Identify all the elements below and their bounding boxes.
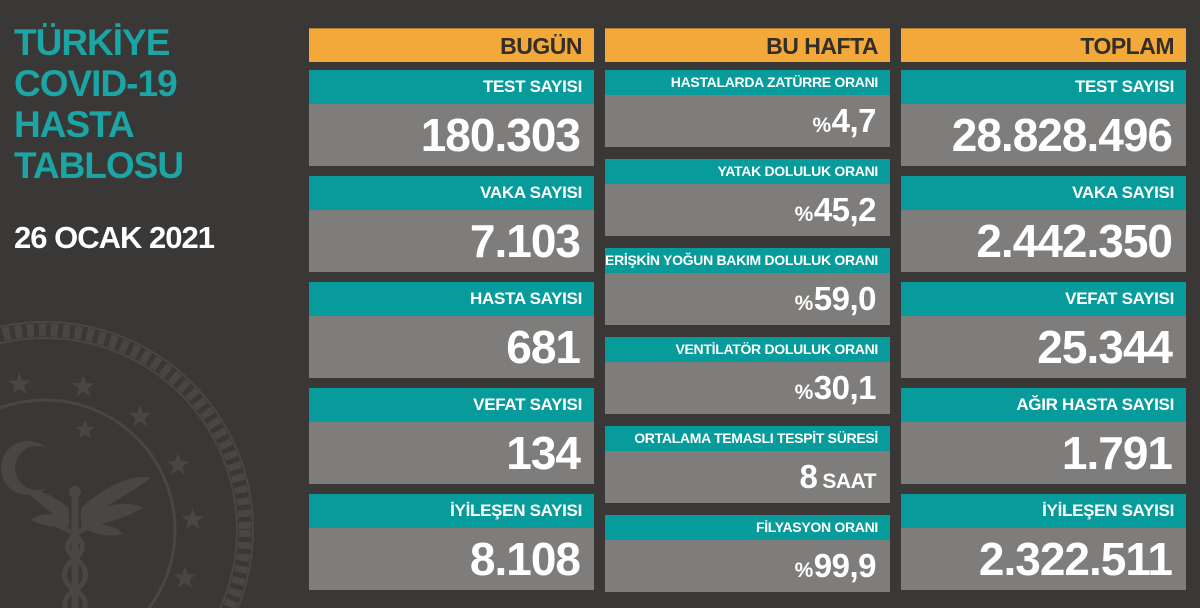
column-header: BUGÜN xyxy=(309,28,594,62)
stat-value-suffix: SAAT xyxy=(822,470,876,493)
stat-value-number: 134 xyxy=(506,427,581,479)
stat-card: VAKA SAYISI 2.442.350 xyxy=(901,176,1186,272)
stat-value-number: 28.828.496 xyxy=(951,109,1173,161)
stat-value: 25.344 xyxy=(901,316,1186,378)
column-header: TOPLAM xyxy=(901,28,1186,62)
stat-value: 2.322.511 xyxy=(901,528,1186,590)
stat-label: VENTİLATÖR DOLULUK ORANI xyxy=(605,337,890,362)
stat-label: HASTALARDA ZATÜRRE ORANI xyxy=(605,70,890,95)
stat-value: 8.108 xyxy=(309,528,594,590)
stat-label: TEST SAYISI xyxy=(901,70,1186,104)
page-title-line: TABLOSU xyxy=(14,145,184,186)
stat-value: 1.791 xyxy=(901,422,1186,484)
stat-value-number: 59,0 xyxy=(813,280,877,317)
page-title: TÜRKİYE COVID-19 HASTA TABLOSU xyxy=(14,22,184,186)
stat-value: %99,9 xyxy=(605,540,890,592)
stat-value-number: 8 xyxy=(799,458,818,495)
stat-value-prefix: % xyxy=(794,203,814,226)
stat-card: ORTALAMA TEMASLI TESPİT SÜRESİ 8 SAAT xyxy=(605,426,890,503)
stat-value-number: 8.108 xyxy=(469,533,581,585)
stat-label: TEST SAYISI xyxy=(309,70,594,104)
stat-value: 2.442.350 xyxy=(901,210,1186,272)
stat-label: İYİLEŞEN SAYISI xyxy=(309,494,594,528)
stat-value-number: 99,9 xyxy=(813,547,877,584)
stat-card: TEST SAYISI 180.303 xyxy=(309,70,594,166)
stat-value: 180.303 xyxy=(309,104,594,166)
stat-value-number: 180.303 xyxy=(420,109,581,161)
card-list: TEST SAYISI 180.303 VAKA SAYISI 7.103 HASTA … xyxy=(309,70,594,590)
stat-value: %45,2 xyxy=(605,184,890,236)
stat-label: VEFAT SAYISI xyxy=(901,282,1186,316)
stat-card: VENTİLATÖR DOLULUK ORANI %30,1 xyxy=(605,337,890,414)
stat-value-prefix: % xyxy=(794,381,814,404)
stat-card: AĞIR HASTA SAYISI 1.791 xyxy=(901,388,1186,484)
stat-value: 28.828.496 xyxy=(901,104,1186,166)
stat-value-number: 30,1 xyxy=(813,369,877,406)
stat-value: 134 xyxy=(309,422,594,484)
stat-card: İYİLEŞEN SAYISI 8.108 xyxy=(309,494,594,590)
stat-column: BU HAFTA HASTALARDA ZATÜRRE ORANI %4,7 YATA… xyxy=(605,28,890,592)
stat-label: AĞIR HASTA SAYISI xyxy=(901,388,1186,422)
card-list: HASTALARDA ZATÜRRE ORANI %4,7 YATAK DOLULU… xyxy=(605,70,890,592)
stat-value-number: 25.344 xyxy=(1037,321,1173,373)
stat-card: TEST SAYISI 28.828.496 xyxy=(901,70,1186,166)
card-list: TEST SAYISI 28.828.496 VAKA SAYISI 2.442.35… xyxy=(901,70,1186,590)
stat-value: 681 xyxy=(309,316,594,378)
stat-value-number: 2.442.350 xyxy=(976,215,1173,267)
report-date: 26 OCAK 2021 xyxy=(14,220,215,255)
stat-value: 8 SAAT xyxy=(605,451,890,503)
stat-card: HASTA SAYISI 681 xyxy=(309,282,594,378)
column-header: BU HAFTA xyxy=(605,28,890,62)
stat-card: FİLYASYON ORANI %99,9 xyxy=(605,515,890,592)
health-ministry-emblem-icon xyxy=(0,321,254,608)
stat-column: TOPLAM TEST SAYISI 28.828.496 VAKA SAYISI 2.… xyxy=(901,28,1186,592)
stat-card: VEFAT SAYISI 134 xyxy=(309,388,594,484)
stat-value: %59,0 xyxy=(605,273,890,325)
stat-value: %4,7 xyxy=(605,95,890,147)
stat-value-number: 2.322.511 xyxy=(978,533,1173,585)
stat-card: VAKA SAYISI 7.103 xyxy=(309,176,594,272)
stat-label: VEFAT SAYISI xyxy=(309,388,594,422)
stat-value-number: 45,2 xyxy=(813,191,877,228)
stat-label: FİLYASYON ORANI xyxy=(605,515,890,540)
stat-value-number: 1.791 xyxy=(1061,427,1173,479)
stat-card: HASTALARDA ZATÜRRE ORANI %4,7 xyxy=(605,70,890,147)
stat-label: ORTALAMA TEMASLI TESPİT SÜRESİ xyxy=(605,426,890,451)
stat-column: BUGÜN TEST SAYISI 180.303 VAKA SAYISI 7.103 H… xyxy=(309,28,594,592)
stat-card: VEFAT SAYISI 25.344 xyxy=(901,282,1186,378)
page-title-line: HASTA xyxy=(14,104,135,145)
page-title-line: COVID-19 xyxy=(14,63,178,104)
stat-value-prefix: % xyxy=(812,114,831,137)
stat-value-prefix: % xyxy=(794,292,814,315)
stat-label: VAKA SAYISI xyxy=(901,176,1186,210)
stat-card: YATAK DOLULUK ORANI %45,2 xyxy=(605,159,890,236)
stat-card: İYİLEŞEN SAYISI 2.322.511 xyxy=(901,494,1186,590)
stat-label: İYİLEŞEN SAYISI xyxy=(901,494,1186,528)
stats-columns: BUGÜN TEST SAYISI 180.303 VAKA SAYISI 7.103 H… xyxy=(309,28,1186,592)
stat-value-number: 681 xyxy=(506,321,581,373)
stat-value: %30,1 xyxy=(605,362,890,414)
page-title-line: TÜRKİYE xyxy=(14,22,170,63)
stat-label: YATAK DOLULUK ORANI xyxy=(605,159,890,184)
stat-label: HASTA SAYISI xyxy=(309,282,594,316)
stat-label: ERİŞKİN YOĞUN BAKIM DOLULUK ORANI xyxy=(605,248,890,273)
stat-value-number: 4,7 xyxy=(831,102,877,139)
stat-card: ERİŞKİN YOĞUN BAKIM DOLULUK ORANI %59,0 xyxy=(605,248,890,325)
stat-label: VAKA SAYISI xyxy=(309,176,594,210)
stat-value-number: 7.103 xyxy=(469,215,581,267)
stat-value-prefix: % xyxy=(794,559,814,582)
stat-value: 7.103 xyxy=(309,210,594,272)
